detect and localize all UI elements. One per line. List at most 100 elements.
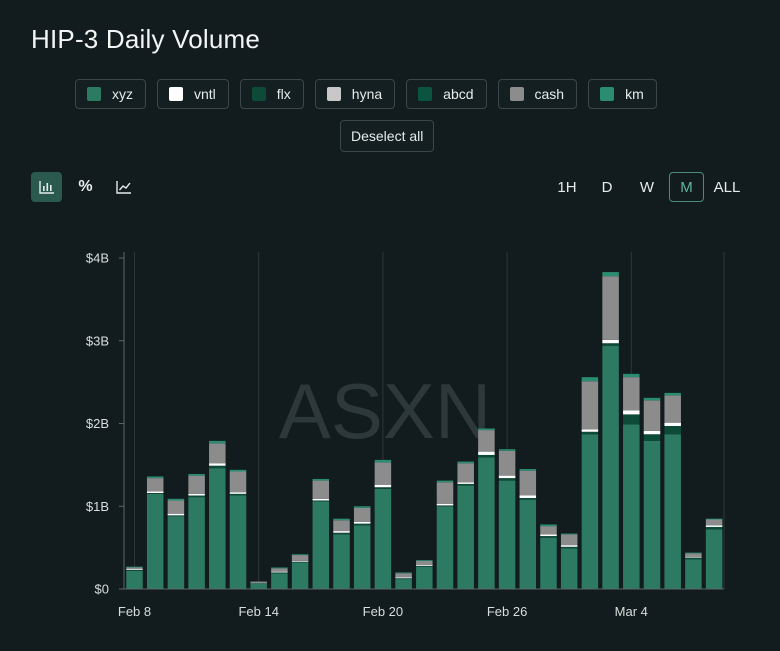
bar-stack[interactable] [291, 554, 309, 589]
bar-segment-flx[interactable] [705, 526, 723, 530]
bar-stack[interactable] [705, 518, 723, 589]
bar-segment-km[interactable] [705, 518, 723, 520]
bar-stack[interactable] [581, 377, 599, 589]
bar-segment-xyz[interactable] [271, 573, 288, 589]
bar-segment-cash[interactable] [395, 573, 412, 578]
bar-segment-km[interactable] [457, 461, 474, 464]
bar-segment-km[interactable] [602, 272, 619, 277]
bar-segment-xyz[interactable] [312, 501, 330, 589]
bar-segment-cash[interactable] [623, 377, 640, 411]
bar-segment-xyz[interactable] [250, 583, 267, 589]
bar-segment-cash[interactable] [540, 526, 557, 535]
bar-segment-xyz[interactable] [519, 499, 537, 589]
bar-segment-xyz[interactable] [540, 537, 557, 589]
legend-item-abcd[interactable]: abcd [406, 79, 487, 109]
bar-segment-km[interactable] [146, 476, 164, 479]
bar-segment-km[interactable] [291, 554, 309, 556]
bar-segment-xyz[interactable] [229, 495, 247, 589]
bar-segment-cash[interactable] [167, 500, 185, 514]
legend-item-flx[interactable]: flx [239, 79, 304, 109]
bar-segment-km[interactable] [519, 469, 537, 471]
bar-segment-km[interactable] [540, 524, 557, 527]
bar-stack[interactable] [353, 506, 371, 589]
bar-segment-cash[interactable] [581, 381, 599, 430]
bar-segment-cash[interactable] [126, 567, 143, 570]
bar-segment-km[interactable] [581, 377, 599, 382]
bar-segment-km[interactable] [416, 560, 433, 561]
bar-segment-km[interactable] [188, 473, 205, 476]
bar-segment-flx[interactable] [498, 478, 516, 481]
bar-segment-km[interactable] [229, 469, 247, 472]
bar-segment-vntl[interactable] [333, 531, 350, 533]
bar-segment-flx[interactable] [312, 500, 330, 502]
bar-segment-flx[interactable] [560, 546, 578, 549]
bar-segment-flx[interactable] [374, 487, 392, 489]
bar-segment-xyz[interactable] [685, 559, 702, 589]
bar-segment-vntl[interactable] [374, 484, 392, 488]
bar-segment-km[interactable] [395, 572, 412, 574]
bar-stack[interactable] [664, 392, 681, 589]
bar-segment-cash[interactable] [353, 507, 371, 522]
legend-item-xyz[interactable]: xyz [75, 79, 146, 109]
bar-stack[interactable] [188, 473, 205, 589]
bar-segment-flx[interactable] [664, 425, 681, 435]
bar-stack[interactable] [167, 498, 185, 589]
bar-stack[interactable] [395, 572, 412, 589]
bar-segment-flx[interactable] [146, 493, 164, 494]
bar-segment-flx[interactable] [602, 343, 619, 346]
deselect-all-button[interactable]: Deselect all [340, 120, 435, 152]
bar-segment-km[interactable] [167, 498, 185, 501]
bar-segment-flx[interactable] [623, 414, 640, 425]
bar-segment-cash[interactable] [209, 443, 226, 464]
bar-segment-cash[interactable] [498, 450, 516, 476]
bar-segment-vntl[interactable] [126, 569, 143, 570]
bar-stack[interactable] [146, 476, 164, 589]
line-chart-view-button[interactable] [108, 172, 139, 202]
bar-stack[interactable] [478, 428, 495, 589]
bar-segment-km[interactable] [209, 440, 226, 444]
bar-segment-vntl[interactable] [685, 556, 702, 558]
bar-segment-cash[interactable] [188, 475, 205, 494]
bar-segment-km[interactable] [560, 533, 578, 535]
bar-segment-cash[interactable] [705, 519, 723, 526]
bar-segment-cash[interactable] [374, 462, 392, 485]
bar-segment-cash[interactable] [250, 581, 267, 584]
legend-item-cash[interactable]: cash [497, 79, 578, 109]
bar-segment-vntl[interactable] [229, 492, 247, 494]
bar-segment-cash[interactable] [312, 480, 330, 499]
bar-stack[interactable] [519, 469, 537, 589]
bar-segment-xyz[interactable] [333, 534, 350, 589]
bar-stack[interactable] [374, 459, 392, 589]
bar-segment-flx[interactable] [457, 483, 474, 486]
bar-segment-flx[interactable] [395, 578, 412, 580]
bar-segment-km[interactable] [312, 478, 330, 481]
bar-segment-flx[interactable] [685, 557, 702, 560]
bar-segment-vntl[interactable] [416, 565, 433, 566]
bar-segment-km[interactable] [623, 373, 640, 378]
bar-stack[interactable] [602, 272, 619, 589]
bar-segment-vntl[interactable] [167, 513, 185, 516]
bar-segment-xyz[interactable] [353, 525, 371, 589]
bar-segment-cash[interactable] [271, 568, 288, 572]
bar-segment-cash[interactable] [664, 395, 681, 423]
bar-segment-km[interactable] [126, 566, 143, 568]
bar-segment-km[interactable] [498, 449, 516, 451]
bar-segment-xyz[interactable] [167, 516, 185, 589]
bar-segment-cash[interactable] [560, 534, 578, 546]
bar-stack[interactable] [333, 518, 350, 589]
bar-segment-vntl[interactable] [395, 577, 412, 579]
bar-segment-vntl[interactable] [540, 534, 557, 537]
bar-segment-xyz[interactable] [126, 570, 143, 589]
bar-segment-cash[interactable] [229, 471, 247, 493]
legend-item-vntl[interactable]: vntl [157, 79, 229, 109]
bar-segment-km[interactable] [436, 480, 454, 483]
bar-segment-xyz[interactable] [623, 424, 640, 589]
bar-stack[interactable] [271, 567, 288, 589]
bar-segment-vntl[interactable] [188, 493, 205, 496]
bar-segment-cash[interactable] [685, 553, 702, 557]
bar-segment-xyz[interactable] [602, 345, 619, 589]
bar-segment-xyz[interactable] [664, 434, 681, 589]
bar-segment-km[interactable] [664, 392, 681, 396]
bar-segment-flx[interactable] [436, 505, 454, 507]
bar-segment-flx[interactable] [519, 497, 537, 500]
